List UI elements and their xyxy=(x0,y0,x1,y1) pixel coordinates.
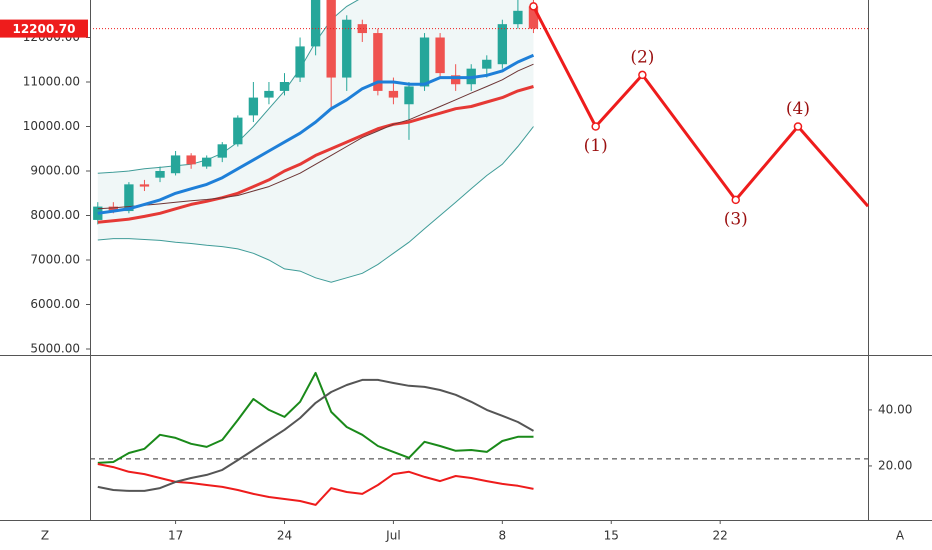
y-tick-label: 6000.00 xyxy=(30,297,80,311)
candle-body xyxy=(310,0,321,47)
candle-body xyxy=(139,184,150,187)
indicator-line xyxy=(97,371,534,464)
wave-label: (3) xyxy=(724,209,748,229)
candle-body xyxy=(404,86,414,105)
x-tick-label: 15 xyxy=(604,529,619,543)
candle-body xyxy=(155,171,165,178)
y-tick-label: 9000.00 xyxy=(30,164,80,178)
candle-body xyxy=(373,33,383,91)
candle-body xyxy=(264,90,274,98)
candle-body xyxy=(450,75,461,85)
candle-body xyxy=(482,59,492,69)
candle-body xyxy=(93,206,103,220)
candle-body xyxy=(202,157,212,167)
x-tick-label: 24 xyxy=(277,529,292,543)
projection-point xyxy=(591,122,600,131)
wave-label: (2) xyxy=(630,47,654,67)
candle-body xyxy=(170,155,181,174)
projection: (1) (2) (3) (4) xyxy=(529,2,870,229)
y-tick-label: 7000.00 xyxy=(30,252,80,266)
x-tick-label: 17 xyxy=(168,529,183,543)
projection-line xyxy=(532,5,870,208)
candle-body xyxy=(326,0,336,78)
y-tick-label: 10000.00 xyxy=(23,119,80,133)
candle-body xyxy=(357,24,367,34)
projection-point xyxy=(638,70,647,80)
candle-body xyxy=(513,10,523,25)
projection-point xyxy=(529,2,538,11)
wave-label: (4) xyxy=(786,99,810,119)
x-tick-label: 22 xyxy=(713,529,728,543)
indicator-pane xyxy=(91,371,868,506)
band-lower xyxy=(97,126,534,283)
candle-body xyxy=(342,19,352,78)
scale-button[interactable]: Z xyxy=(41,529,49,543)
y2-tick-label: 20.00 xyxy=(878,458,912,472)
last-price-label: 12200.70 xyxy=(12,22,75,36)
projection-point xyxy=(793,122,803,131)
y-tick-label: 8000.00 xyxy=(30,208,80,222)
wave-label: (1) xyxy=(584,136,608,156)
candle-body xyxy=(388,90,399,98)
scale-button[interactable]: A xyxy=(896,529,905,543)
x-tick-label: 8 xyxy=(499,529,507,543)
candle-body xyxy=(295,46,305,78)
y2-tick-label: 40.00 xyxy=(878,402,912,416)
candle-body xyxy=(279,82,290,91)
candle-body xyxy=(528,6,539,29)
indicator-line xyxy=(97,463,534,506)
candle-body xyxy=(217,144,227,158)
candle-body xyxy=(233,117,243,145)
moving-average xyxy=(97,63,534,210)
last-price-tag xyxy=(0,19,88,38)
y-tick-label: 5000.00 xyxy=(30,341,80,355)
y-tick-label: 11000.00 xyxy=(23,75,80,89)
candle-body xyxy=(248,97,259,116)
candle-body xyxy=(419,37,430,87)
moving-average xyxy=(97,85,534,224)
projection-point xyxy=(731,195,740,205)
candle-body xyxy=(435,37,445,74)
price-pane xyxy=(91,0,868,283)
candle-body xyxy=(497,24,508,65)
moving-average xyxy=(97,53,535,215)
indicator-line xyxy=(97,378,534,492)
candle-body xyxy=(124,184,134,212)
x-tick-label: Jul xyxy=(385,529,400,543)
candle-body xyxy=(186,155,196,165)
candle-body xyxy=(108,206,119,212)
